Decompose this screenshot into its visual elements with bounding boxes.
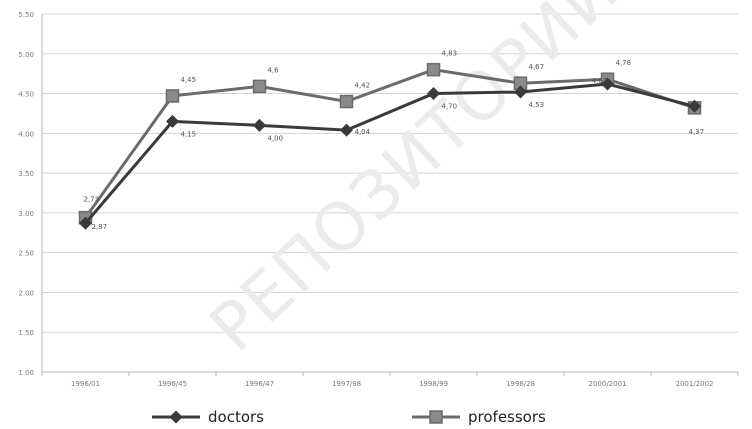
legend: doctors professors <box>152 408 546 426</box>
y-tick-label: 4.00 <box>18 130 34 138</box>
x-tick-label: 1998/28 <box>506 380 535 388</box>
y-tick-label: 2.50 <box>18 250 34 258</box>
x-tick-label: 1996/45 <box>158 380 187 388</box>
data-label-doctors: 4,04 <box>355 128 371 136</box>
x-tick-label: 1998/99 <box>419 380 448 388</box>
point-doctors <box>427 87 440 101</box>
data-label-professors: 4,83 <box>442 50 458 58</box>
y-tick-label: 3.50 <box>18 170 34 178</box>
point-doctors <box>340 123 353 137</box>
data-label-doctors: 4,15 <box>181 130 197 138</box>
y-tick-label: 5.50 <box>18 11 34 19</box>
legend-label: doctors <box>208 408 264 426</box>
point-doctors <box>601 77 614 91</box>
y-tick-label: 1.00 <box>18 369 34 377</box>
y-tick-label: 1.50 <box>18 329 34 337</box>
data-label-doctors: 4,00 <box>268 134 284 142</box>
legend-item-professors: professors <box>412 408 546 426</box>
data-label-professors: 4,67 <box>529 63 545 71</box>
axes: 1.00 1.50 2.00 2.50 3.00 3.50 4.00 4.50 5.00 5.50… <box>18 11 739 388</box>
point-doctors <box>688 99 701 113</box>
data-label-doctors: 4,67 <box>592 77 608 85</box>
x-tick-label: 1997/98 <box>332 380 361 388</box>
data-label-professors: 4,42 <box>355 82 371 90</box>
legend-marker-square <box>429 410 443 424</box>
point-doctors <box>253 118 266 132</box>
data-label-professors: 4,37 <box>689 128 705 136</box>
point-professors <box>339 94 354 109</box>
point-professors <box>165 89 180 103</box>
point-professors <box>426 62 441 77</box>
data-label-doctors: 4,70 <box>442 103 458 111</box>
data-label-professors: 4,6 <box>268 66 280 74</box>
x-tick-label: 1996/47 <box>245 380 274 388</box>
legend-marker-diamond <box>169 410 183 424</box>
data-label-doctors: 2,87 <box>92 223 108 231</box>
legend-label: professors <box>468 408 546 426</box>
data-label-professors: 4,45 <box>181 76 197 84</box>
data-label-professors: 2,73 <box>84 196 100 204</box>
y-tick-label: 2.00 <box>18 289 34 297</box>
series-layer <box>78 62 702 230</box>
point-doctors <box>166 114 179 128</box>
series-line-professors <box>84 68 695 219</box>
legend-item-doctors: doctors <box>152 408 264 426</box>
y-tick-label: 3.00 <box>18 210 34 218</box>
y-tick-label: 4.50 <box>18 91 34 99</box>
data-label-doctors: 4,53 <box>529 101 545 109</box>
x-tick-label: 2000/2001 <box>589 380 627 388</box>
point-professors <box>252 79 267 94</box>
gridlines <box>42 13 738 373</box>
point-doctors <box>514 85 527 99</box>
data-labels: 2,87 4,15 4,00 4,04 4,70 4,53 4,67 2,73 4,45 4,6 4… <box>84 50 705 232</box>
series-line-doctors <box>84 82 695 225</box>
point-doctors <box>79 216 92 230</box>
watermark-text: РЕПОЗИТОРИЙ <box>195 0 634 367</box>
x-tick-label: 1996/01 <box>71 380 100 388</box>
data-label-professors: 4,78 <box>616 59 632 67</box>
y-tick-label: 5.00 <box>18 51 34 59</box>
x-tick-label: 2001/2002 <box>676 380 714 388</box>
